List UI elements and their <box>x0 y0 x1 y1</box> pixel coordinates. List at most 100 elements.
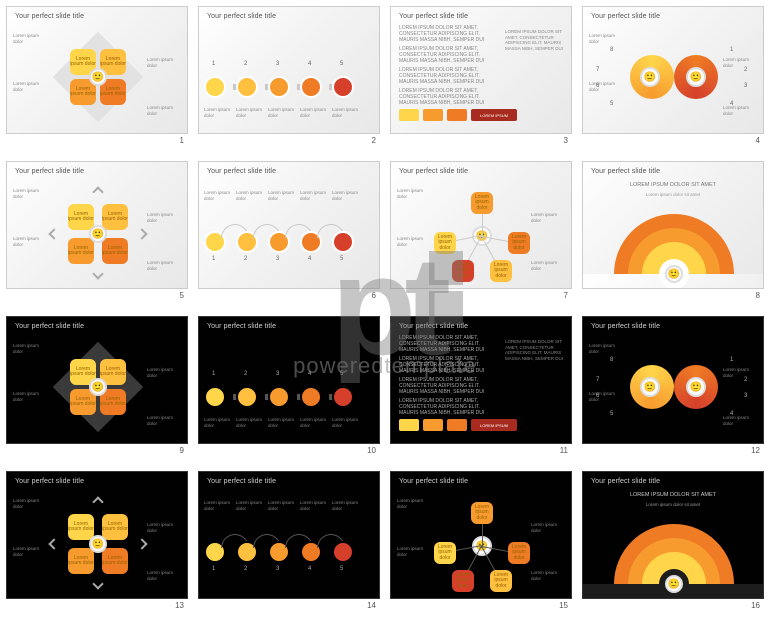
tile-column: LOREM IPSUM DOLOR SIT AMET, CONSECTETUR … <box>399 335 493 419</box>
avatar-icon <box>665 265 683 283</box>
tile-heading: LOREM IPSUM DOLOR SIT AMET, CONSECTETUR … <box>399 67 493 85</box>
arc-heading: LOREM IPSUM DOLOR SIT AMET <box>583 182 763 188</box>
avatar-icon <box>89 225 107 243</box>
slide-title: Your perfect slide title <box>207 13 276 20</box>
tile <box>447 109 467 121</box>
tile: LOREM IPSUM <box>471 109 517 121</box>
slide-title: Your perfect slide title <box>399 13 468 20</box>
desc-text: Lorem ipsum dolor <box>531 570 565 581</box>
desc-text: Lorem ipsum dolor <box>147 522 181 533</box>
slide-number: 9 <box>6 444 188 455</box>
chain-desc: Lorem ipsum dolor <box>332 107 358 118</box>
chain-num: 1 <box>212 61 215 67</box>
tile-heading: LOREM IPSUM DOLOR SIT AMET, CONSECTETUR … <box>399 356 493 374</box>
matrix-box: Lorem ipsum dolor <box>102 238 128 264</box>
chain-node <box>268 76 290 98</box>
desc-text: Lorem ipsum dolor <box>13 188 47 199</box>
slide-thumbnail[interactable]: Your perfect slide titleLorem ipsum dolo… <box>6 471 188 599</box>
arc-sub: Lorem ipsum dolor sit amet <box>583 192 763 197</box>
chain-desc: Lorem ipsum dolor <box>268 107 294 118</box>
matrix-box: Lorem ipsum dolor <box>102 548 128 574</box>
slide-thumbnail[interactable]: Your perfect slide title Lorem ipsum dolo… <box>6 316 188 444</box>
chain-node <box>332 541 354 563</box>
chain-node <box>332 76 354 98</box>
chain-desc: Lorem ipsum dolor <box>268 190 294 201</box>
desc-text: Lorem ipsum dolor <box>723 57 757 68</box>
slide-number: 16 <box>582 599 764 610</box>
slide-thumbnail[interactable]: Your perfect slide titleLOREM IPSUM DOLO… <box>582 161 764 289</box>
tile-heading: LOREM IPSUM DOLOR SIT AMET, CONSECTETUR … <box>399 377 493 395</box>
slide-thumbnail[interactable]: Your perfect slide title12345Lorem ipsum… <box>198 6 380 134</box>
chain-num: 2 <box>244 61 247 67</box>
tile-row: LOREM IPSUM <box>399 419 517 431</box>
desc-text: Lorem ipsum dolor <box>589 33 623 44</box>
chain-num: 5 <box>340 566 343 572</box>
axis-arrow-icon <box>48 228 59 239</box>
slide-cell: Your perfect slide titleLorem ipsum dolo… <box>390 161 572 306</box>
slide-number: 10 <box>198 444 380 455</box>
avatar-icon <box>89 68 107 86</box>
slide-number: 5 <box>6 289 188 300</box>
slide-cell: Your perfect slide title Lorem ipsum dolo… <box>6 316 188 461</box>
inf-num: 3 <box>744 83 747 89</box>
chain-num: 4 <box>308 566 311 572</box>
axis-arrow-icon <box>48 538 59 549</box>
slide-cell: Your perfect slide titleLorem ipsum dolo… <box>6 6 188 151</box>
chain-node <box>204 386 226 408</box>
slide-thumbnail[interactable]: Your perfect slide title LOREM IPSUM DOLO… <box>390 6 572 134</box>
tile: LOREM IPSUM <box>471 419 517 431</box>
avatar-icon <box>640 377 660 397</box>
tile-heading: LOREM IPSUM DOLOR SIT AMET, CONSECTETUR … <box>399 46 493 64</box>
chain-num: 5 <box>340 61 343 67</box>
slide-thumbnail[interactable]: Your perfect slide title12345678Lorem ip… <box>582 316 764 444</box>
slide-cell: Your perfect slide title12345678Lorem ip… <box>582 6 764 151</box>
slide-cell: Your perfect slide titleLorem ipsum dolo… <box>6 471 188 616</box>
axis-arrow-icon <box>136 538 147 549</box>
chain-desc: Lorem ipsum dolor <box>332 500 358 511</box>
slide-cell: Your perfect slide titleLOREM IPSUM DOLO… <box>582 161 764 306</box>
desc-text: Lorem ipsum dolor <box>589 391 623 402</box>
desc-text: Lorem ipsum dolor <box>531 522 565 533</box>
slide-thumbnail[interactable]: Your perfect slide title12345Lorem ipsum… <box>198 161 380 289</box>
slide-title: Your perfect slide title <box>15 323 84 330</box>
org-box: Lorem ipsum dolor <box>471 502 493 524</box>
chain-num: 3 <box>276 61 279 67</box>
slide-thumbnail[interactable]: Your perfect slide title LOREM IPSUM DOLO… <box>390 316 572 444</box>
slide-thumbnail[interactable]: Your perfect slide title12345Lorem ipsum… <box>198 316 380 444</box>
slide-title: Your perfect slide title <box>399 323 468 330</box>
avatar-icon <box>686 67 706 87</box>
chain-num: 3 <box>276 256 279 262</box>
axis-arrow-icon <box>92 268 103 279</box>
tile-heading: LOREM IPSUM DOLOR SIT AMET, CONSECTETUR … <box>399 335 493 353</box>
slide-thumbnail[interactable]: Your perfect slide titleLorem ipsum dolo… <box>390 161 572 289</box>
inf-num: 1 <box>730 47 733 53</box>
chain-num: 4 <box>308 256 311 262</box>
org-box: Lorem ipsum dolor <box>508 542 530 564</box>
chain-desc: Lorem ipsum dolor <box>300 190 326 201</box>
slide-thumbnail[interactable]: Your perfect slide title12345Lorem ipsum… <box>198 471 380 599</box>
slide-thumbnail[interactable]: Your perfect slide titleLorem ipsum dolo… <box>390 471 572 599</box>
slide-number: 14 <box>198 599 380 610</box>
slide-title: Your perfect slide title <box>15 168 84 175</box>
slide-thumbnail[interactable]: Your perfect slide title12345678Lorem ip… <box>582 6 764 134</box>
desc-text: Lorem ipsum dolor <box>147 367 181 378</box>
slide-cell: Your perfect slide title LOREM IPSUM DOLO… <box>390 316 572 461</box>
chain-node <box>236 386 258 408</box>
chain-num: 5 <box>340 256 343 262</box>
slide-number: 12 <box>582 444 764 455</box>
tile <box>423 419 443 431</box>
inf-num: 3 <box>744 393 747 399</box>
desc-text: Lorem ipsum dolor <box>397 498 431 509</box>
chain-desc: Lorem ipsum dolor <box>236 107 262 118</box>
slide-number: 11 <box>390 444 572 455</box>
chain-desc: Lorem ipsum dolor <box>332 190 358 201</box>
slide-thumbnail[interactable]: Your perfect slide titleLorem ipsum dolo… <box>6 6 188 134</box>
desc-text: Lorem ipsum dolor <box>147 212 181 223</box>
axis-arrow-icon <box>92 186 103 197</box>
slide-thumbnail[interactable]: Your perfect slide titleLOREM IPSUM DOLO… <box>582 471 764 599</box>
slide-cell: Your perfect slide title12345Lorem ipsum… <box>198 471 380 616</box>
slide-thumbnail[interactable]: Your perfect slide title Lorem ipsum dolo… <box>6 161 188 289</box>
matrix-box: Lorem ipsum dolor <box>68 514 94 540</box>
org-box: Lorem ipsum dolor <box>434 542 456 564</box>
chain-num: 5 <box>340 371 343 377</box>
